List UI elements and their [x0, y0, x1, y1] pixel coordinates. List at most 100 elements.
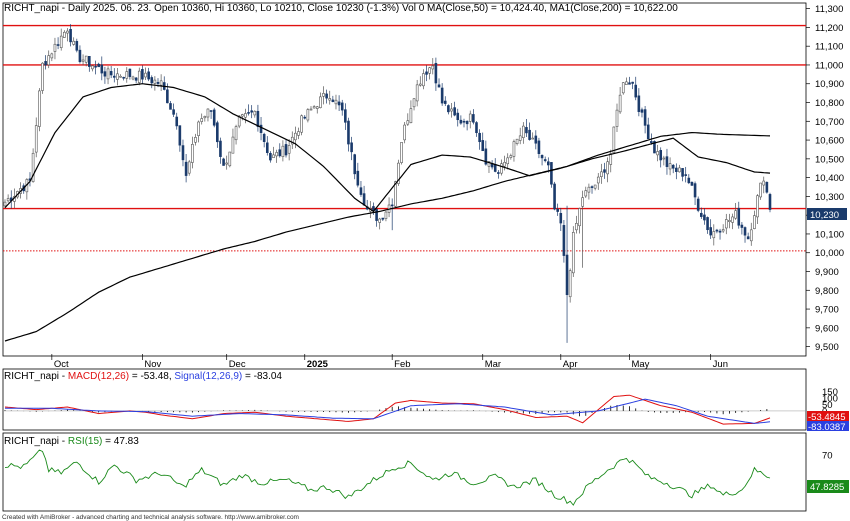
candle-body — [675, 167, 678, 172]
price-tick-label: 11,000 — [815, 60, 843, 71]
candle-body — [706, 217, 709, 231]
candle-body — [553, 183, 556, 210]
candle-body — [56, 44, 60, 46]
price-tick-label: 10,400 — [815, 173, 844, 184]
candle-body — [200, 118, 204, 122]
candle-body — [34, 125, 38, 153]
candle-body — [646, 124, 650, 140]
candle-body — [194, 137, 197, 143]
month-label: May — [631, 359, 649, 370]
candle-body — [550, 162, 553, 185]
candle-body — [637, 95, 641, 112]
candle-body — [328, 98, 332, 101]
candle-body — [759, 182, 762, 198]
candle-body — [197, 121, 200, 137]
price-tick-label: 10,700 — [815, 117, 844, 128]
candle-body — [169, 103, 172, 110]
svg-text:47.8285: 47.8285 — [810, 482, 844, 493]
month-label: Nov — [144, 359, 161, 370]
candle-body — [125, 71, 129, 79]
candle-body — [103, 71, 107, 77]
candle-body — [244, 113, 247, 118]
candle-body — [375, 209, 378, 221]
footer-credit: Created with AmiBroker - advanced charti… — [2, 514, 299, 521]
candle-body — [412, 98, 416, 108]
candle-body — [696, 198, 700, 211]
svg-text:-83.0387: -83.0387 — [808, 422, 846, 433]
candle-body — [300, 115, 303, 133]
candle-body — [681, 168, 684, 177]
candle-body — [319, 96, 322, 109]
candle-body — [81, 59, 85, 62]
price-tick-label: 10,600 — [815, 136, 844, 147]
candle-body — [112, 75, 116, 78]
price-panel — [3, 24, 806, 343]
candle-body — [497, 172, 500, 174]
candle-body — [609, 153, 613, 165]
candle-body — [731, 216, 734, 223]
candle-body — [625, 81, 628, 85]
candle-body — [509, 155, 513, 158]
candle-body — [390, 204, 394, 207]
candle-body — [443, 100, 447, 104]
candle-body — [281, 145, 285, 158]
candle-body — [228, 151, 232, 167]
candle-body — [543, 159, 547, 162]
candle-body — [44, 61, 47, 66]
candle-body — [700, 212, 703, 217]
candle-body — [440, 87, 444, 104]
candle-body — [531, 137, 534, 140]
candle-body — [394, 181, 397, 207]
candle-body — [50, 53, 54, 59]
candle-body — [209, 110, 213, 112]
candle-body — [587, 186, 591, 193]
candle-body — [562, 225, 566, 256]
candle-body — [262, 133, 266, 142]
candle-body — [693, 183, 697, 198]
candle-body — [428, 67, 431, 74]
candle-body — [63, 31, 66, 38]
candle-body — [378, 218, 381, 223]
candle-body — [743, 227, 747, 236]
moving-average-line-1 — [4, 83, 771, 213]
candle-body — [116, 73, 119, 80]
candle-body — [265, 142, 269, 153]
price-tick-label: 10,000 — [815, 248, 844, 259]
candle-body — [690, 181, 694, 186]
candle-body — [687, 177, 691, 184]
candle-body — [518, 135, 522, 141]
month-label: Oct — [54, 359, 69, 370]
candle-body — [187, 161, 191, 174]
candle-body — [512, 141, 516, 157]
rsi-line — [4, 449, 771, 506]
candle-body — [571, 232, 575, 274]
candle-body — [418, 83, 422, 86]
candle-body — [253, 110, 257, 116]
candle-body — [656, 151, 659, 156]
candle-body — [250, 110, 253, 113]
candle-body — [290, 136, 294, 145]
candle-body — [353, 154, 357, 175]
signal-value-box: -83.0387 — [807, 421, 849, 433]
candle-body — [534, 135, 538, 144]
candle-body — [241, 114, 244, 117]
candle-body — [66, 30, 69, 34]
candle-body — [356, 170, 360, 186]
candle-body — [166, 89, 169, 104]
candle-body — [628, 82, 631, 85]
candle-body — [88, 56, 91, 67]
candle-body — [256, 110, 260, 127]
candle-body — [150, 77, 154, 84]
candle-body — [503, 161, 506, 167]
candle-body — [191, 144, 194, 163]
candle-body — [721, 229, 725, 232]
price-tick-label: 10,500 — [815, 154, 844, 165]
price-tick-label: 10,300 — [815, 192, 844, 203]
candle-body — [678, 167, 681, 173]
candle-body — [134, 77, 138, 81]
candle-body — [397, 162, 400, 184]
svg-text:-53.4845: -53.4845 — [808, 412, 846, 423]
candle-body — [472, 114, 475, 123]
candle-body — [225, 162, 228, 165]
